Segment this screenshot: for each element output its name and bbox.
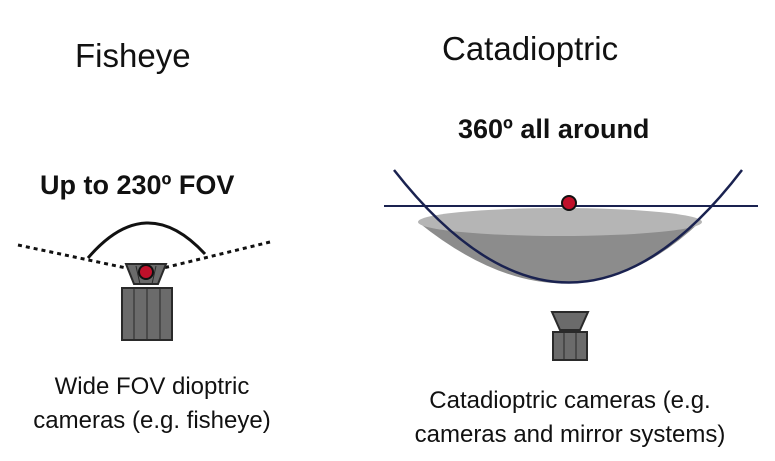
fov-boundary-left bbox=[17, 243, 146, 274]
catadioptric-center-point bbox=[561, 195, 577, 211]
catadioptric-caption: Catadioptric cameras (e.g. cameras and m… bbox=[395, 384, 745, 452]
fisheye-center-point bbox=[138, 264, 154, 280]
mirror-profile bbox=[393, 169, 743, 284]
fov-boundary-right bbox=[146, 240, 271, 274]
fisheye-panel: Fisheye Up to 230º FOV Wide FOV dioptric… bbox=[0, 0, 330, 461]
catadioptric-camera-body bbox=[552, 331, 588, 361]
catadioptric-caption-line-1: Catadioptric cameras (e.g. bbox=[429, 387, 711, 414]
mirror-top bbox=[418, 208, 702, 236]
catadioptric-caption-line-2: cameras and mirror systems) bbox=[414, 421, 726, 448]
catadioptric-lens bbox=[550, 311, 590, 331]
fisheye-diagram bbox=[17, 221, 271, 341]
fisheye-caption-line-2: cameras (e.g. fisheye) bbox=[33, 407, 271, 434]
fisheye-caption-line-1: Wide FOV dioptric bbox=[54, 373, 250, 400]
fisheye-title: Fisheye bbox=[75, 37, 191, 74]
catadioptric-fov-label: 360º all around bbox=[458, 114, 650, 144]
fisheye-fov-label: Up to 230º FOV bbox=[40, 170, 235, 200]
catadioptric-diagram bbox=[384, 169, 758, 361]
catadioptric-panel: Catadioptric 360º all around Catadioptri… bbox=[370, 0, 775, 461]
fov-arc bbox=[86, 221, 207, 259]
fisheye-caption: Wide FOV dioptric cameras (e.g. fisheye) bbox=[22, 370, 282, 438]
catadioptric-title: Catadioptric bbox=[442, 30, 619, 67]
